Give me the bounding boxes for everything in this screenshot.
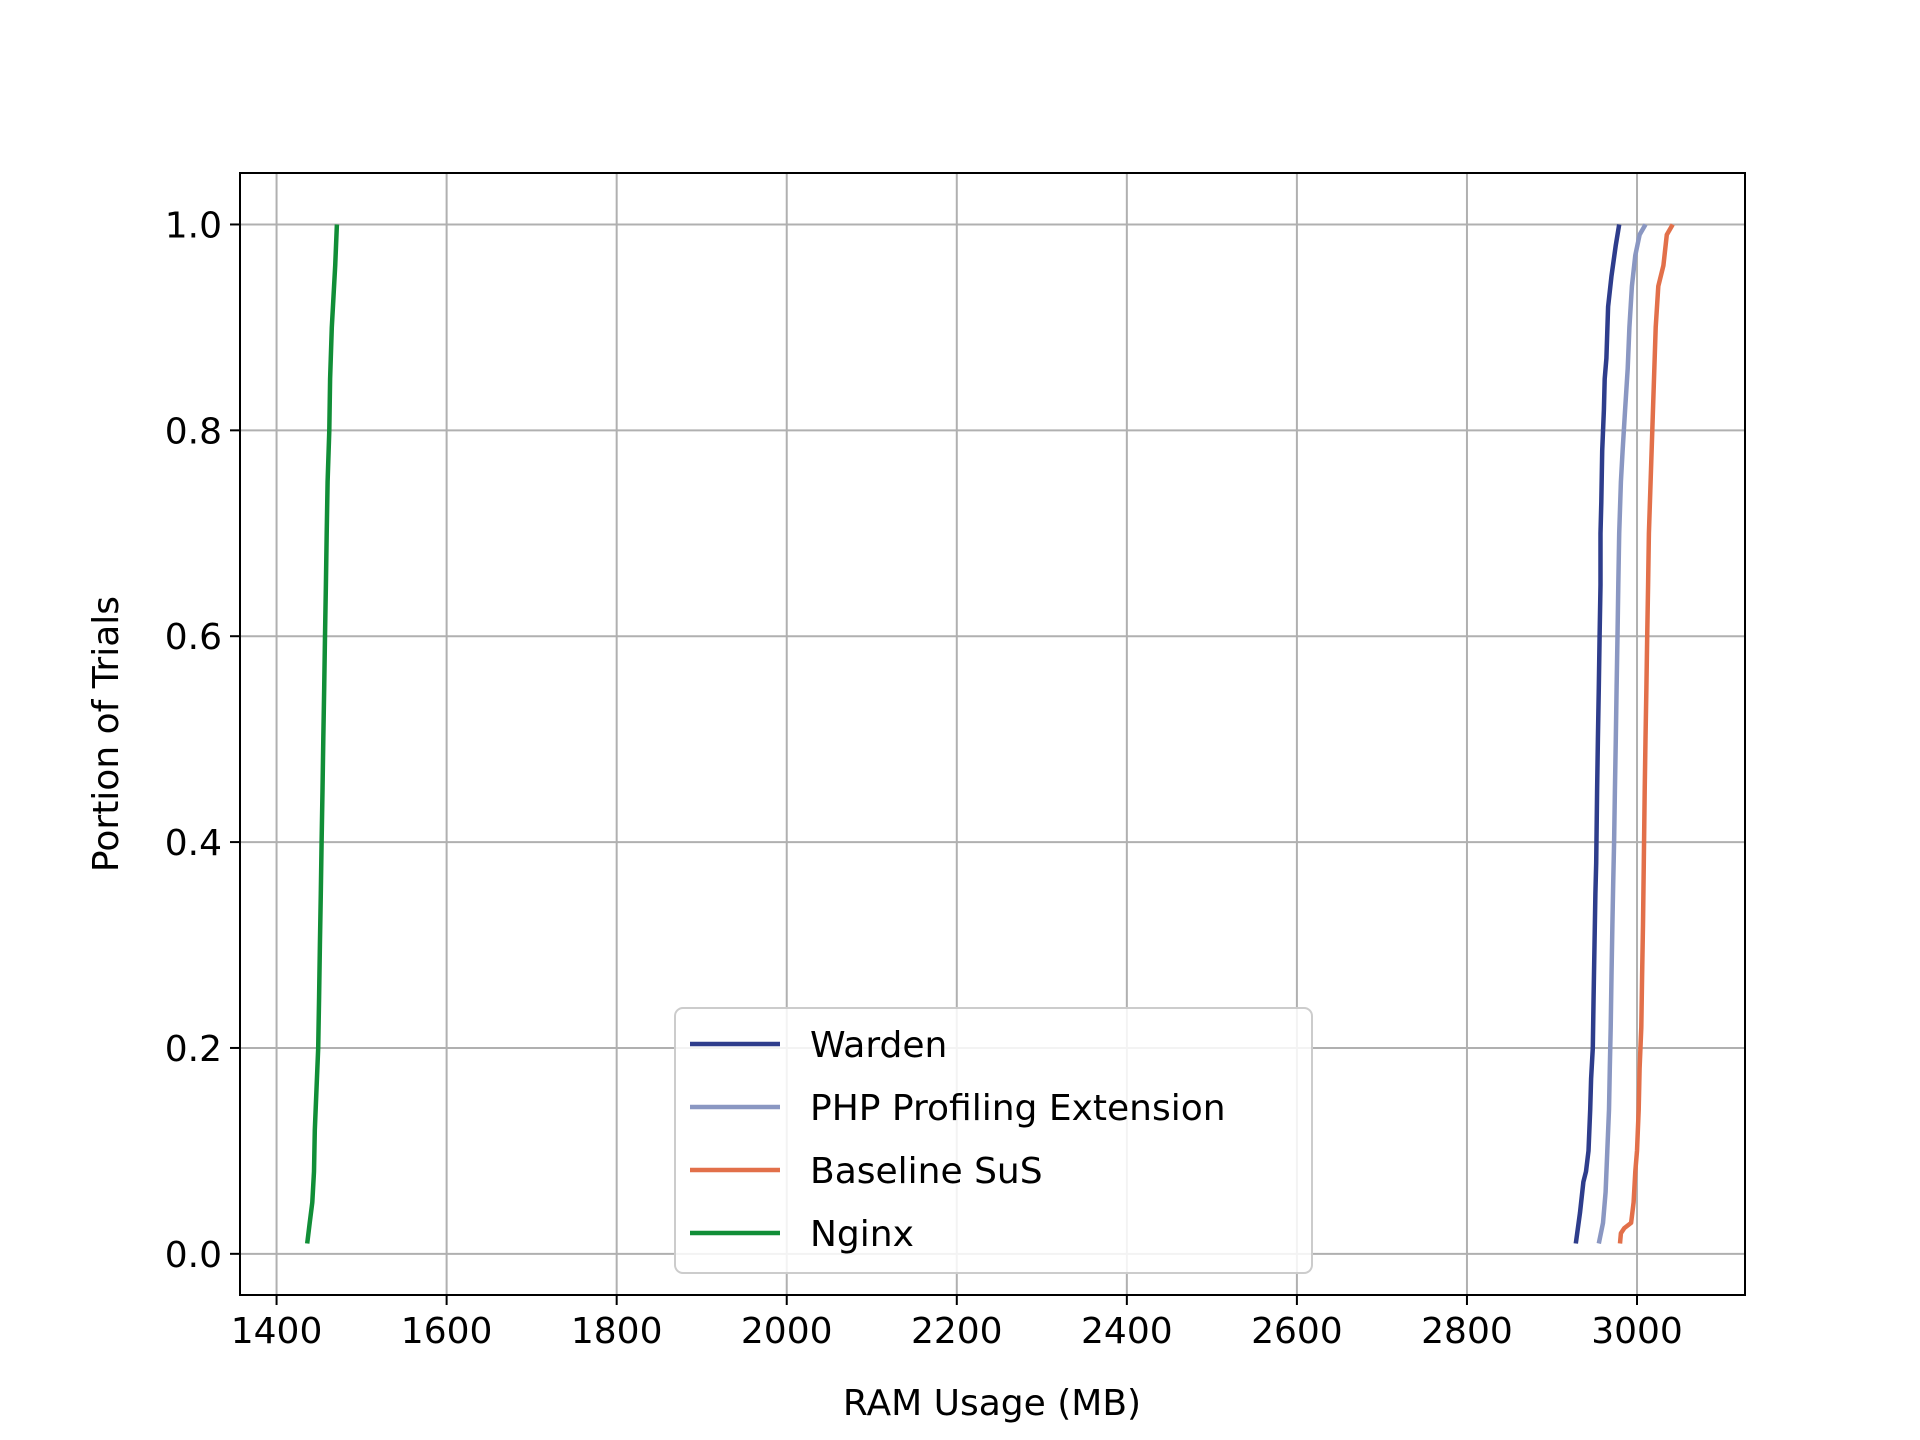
x-tick-label: 1600 xyxy=(401,1311,493,1352)
y-tick-label: 0.0 xyxy=(165,1235,222,1276)
x-axis-label: RAM Usage (MB) xyxy=(843,1383,1141,1424)
legend-label: PHP Profiling Extension xyxy=(810,1088,1226,1129)
legend-label: Baseline SuS xyxy=(810,1151,1043,1192)
legend-label: Warden xyxy=(810,1025,947,1066)
x-tick-label: 2400 xyxy=(1081,1311,1173,1352)
x-tick-label: 2600 xyxy=(1251,1311,1343,1352)
legend-frame xyxy=(674,1007,1313,1274)
x-tick-label: 1400 xyxy=(231,1311,323,1352)
series-layer xyxy=(304,223,1675,1244)
series-line-baseline-sus xyxy=(1617,223,1675,1244)
y-tick-label: 0.8 xyxy=(165,411,222,452)
x-tick-label: 2000 xyxy=(741,1311,833,1352)
axes-frame xyxy=(239,172,1746,1296)
series-line-warden xyxy=(1573,224,1622,1244)
x-tick-label: 3000 xyxy=(1591,1311,1683,1352)
y-axis-label: Portion of Trials xyxy=(86,596,127,872)
y-tick-label: 0.6 xyxy=(165,617,222,658)
series-line-nginx xyxy=(304,224,340,1244)
y-axis-ticks: 0.0 0.2 0.4 0.6 0.8 1.0 xyxy=(165,205,240,1276)
y-tick-label: 1.0 xyxy=(165,205,222,246)
x-tick-label: 2200 xyxy=(911,1311,1003,1352)
y-tick-label: 0.4 xyxy=(165,823,222,864)
x-axis-ticks: 1400 1600 1800 2000 2200 2400 2600 2800 3000 xyxy=(231,1295,1683,1352)
legend-label: Nginx xyxy=(810,1214,914,1255)
y-tick-label: 0.2 xyxy=(165,1029,222,1070)
x-tick-label: 1800 xyxy=(571,1311,663,1352)
x-tick-label: 2800 xyxy=(1421,1311,1513,1352)
legend: Warden PHP Profiling Extension Baseline Su… xyxy=(674,1007,1313,1274)
series-line-php-profiling-extension xyxy=(1596,223,1648,1244)
